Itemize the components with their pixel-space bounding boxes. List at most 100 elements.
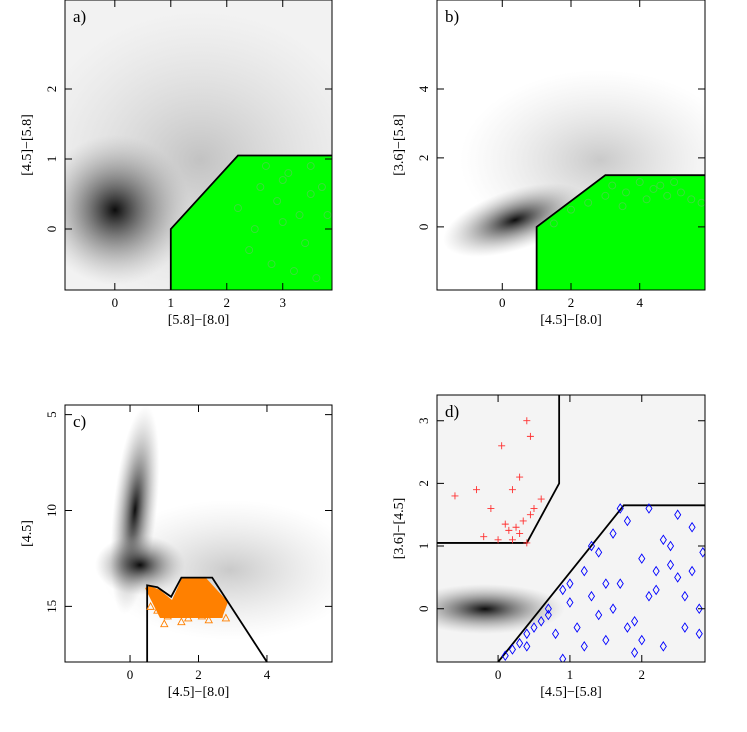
point xyxy=(501,520,509,528)
point xyxy=(183,613,193,622)
panel-label: b) xyxy=(445,7,459,26)
point xyxy=(638,553,646,564)
point xyxy=(567,205,575,214)
point xyxy=(681,622,689,633)
x-tick-label: 1 xyxy=(168,295,175,310)
point xyxy=(552,628,560,640)
point xyxy=(487,504,495,512)
point xyxy=(688,521,696,533)
panel: 0 1 2 0 1 2 3 [4.5]−[5.8] [3.6]−[4.5] d) xyxy=(392,394,706,700)
point xyxy=(146,601,155,610)
point xyxy=(670,178,679,187)
point xyxy=(523,628,531,640)
point xyxy=(494,536,502,544)
selection-fill xyxy=(145,578,228,618)
point xyxy=(194,607,203,616)
point xyxy=(618,202,627,211)
panel: 0 2 4 0 2 4 [4.5]−[8.0] [3.6]−[5.8] b) xyxy=(392,0,706,328)
point xyxy=(508,536,516,544)
x-tick-label: 2 xyxy=(639,667,646,682)
y-axis-label: [4.5] xyxy=(20,520,35,547)
point xyxy=(516,530,524,538)
point xyxy=(659,534,667,546)
point xyxy=(537,495,545,503)
x-axis-label: [5.8]−[8.0] xyxy=(168,313,230,328)
x-tick-label: 0 xyxy=(499,295,506,310)
point xyxy=(530,504,538,512)
x-axis-label: [4.5]−[5.8] xyxy=(540,685,602,700)
point xyxy=(278,176,287,184)
point xyxy=(566,597,574,608)
point xyxy=(512,523,520,531)
point xyxy=(622,188,630,197)
x-tick-label: 2 xyxy=(568,295,575,310)
selection-boundary xyxy=(497,504,705,662)
point xyxy=(587,590,596,602)
y-tick-label: 3 xyxy=(416,417,431,424)
point xyxy=(674,572,682,583)
point xyxy=(278,218,287,227)
point xyxy=(666,559,675,571)
point xyxy=(656,181,665,190)
point xyxy=(451,492,459,500)
y-axis-label: [3.6]−[4.5] xyxy=(392,498,407,560)
point xyxy=(681,590,689,602)
point xyxy=(505,526,513,534)
point xyxy=(295,211,304,219)
point xyxy=(523,417,531,425)
point xyxy=(301,239,310,248)
point xyxy=(663,191,672,200)
point xyxy=(273,197,282,205)
plot-frame xyxy=(64,0,333,291)
point xyxy=(519,517,527,525)
point xyxy=(526,511,534,519)
point xyxy=(609,603,617,615)
point xyxy=(537,615,545,627)
point xyxy=(602,634,610,646)
point xyxy=(623,515,631,527)
y-tick-label: 2 xyxy=(416,155,431,162)
point xyxy=(652,584,660,596)
point xyxy=(173,609,183,618)
point xyxy=(601,191,610,200)
point xyxy=(687,195,696,204)
point xyxy=(695,603,703,615)
y-tick-label: 2 xyxy=(44,86,59,93)
point xyxy=(559,584,567,596)
point xyxy=(501,650,509,662)
point xyxy=(595,547,603,558)
plot-area xyxy=(535,174,705,290)
point xyxy=(616,578,624,589)
point xyxy=(676,188,685,197)
y-axis-label: [3.6]−[5.8] xyxy=(392,114,407,176)
point xyxy=(508,644,516,655)
point xyxy=(631,647,639,658)
x-tick-label: 0 xyxy=(112,295,119,310)
point xyxy=(245,246,254,255)
point xyxy=(267,260,276,269)
point xyxy=(250,225,259,234)
x-axis-label: [4.5]−[8.0] xyxy=(168,685,230,700)
point xyxy=(652,565,660,577)
point xyxy=(549,219,558,228)
y-tick-label: 0 xyxy=(44,226,59,233)
panel-label: a) xyxy=(73,7,86,26)
point xyxy=(584,198,593,207)
x-tick-label: 4 xyxy=(636,295,643,310)
point xyxy=(284,169,293,177)
x-tick-label: 2 xyxy=(224,295,231,310)
point xyxy=(221,613,231,622)
y-tick-label: 0 xyxy=(416,224,431,231)
point xyxy=(473,486,481,494)
selection-fill xyxy=(170,155,332,290)
y-tick-label: 2 xyxy=(416,480,431,487)
panel: 0 2 4 5 10 15 [4.5]−[8.0] [4.5] c) xyxy=(20,404,333,700)
point xyxy=(631,615,639,627)
point xyxy=(256,183,265,191)
point xyxy=(523,641,531,652)
point xyxy=(645,503,653,514)
point xyxy=(289,267,298,276)
x-axis-label: [4.5]−[8.0] xyxy=(540,313,602,328)
x-tick-label: 1 xyxy=(567,667,574,682)
point xyxy=(480,533,488,541)
